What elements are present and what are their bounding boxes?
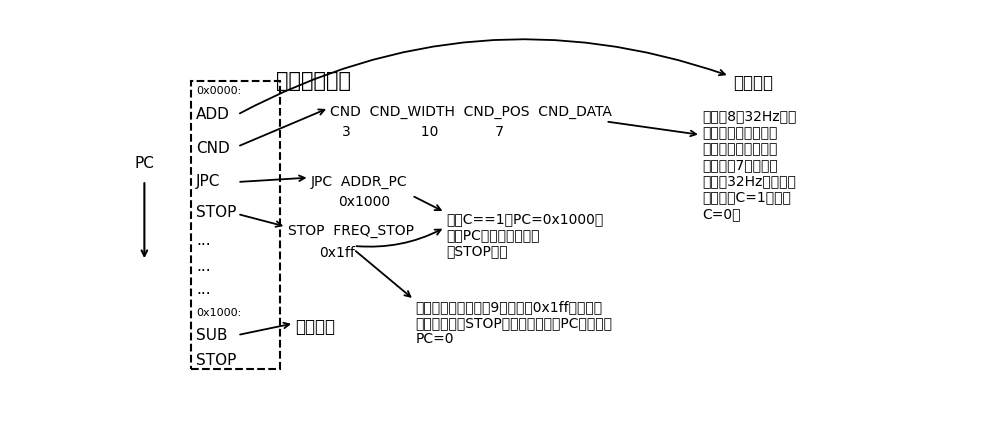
Text: 0x0000:: 0x0000:: [196, 86, 242, 96]
Text: CND: CND: [196, 141, 230, 156]
Text: 3                10             7: 3 10 7: [342, 125, 504, 139]
Text: 如果C==1，PC=0x1000；
否则PC执行下一条代码
即STOP指令: 如果C==1，PC=0x1000； 否则PC执行下一条代码 即STOP指令: [447, 212, 604, 259]
Text: 0x1000:: 0x1000:: [196, 308, 242, 318]
Text: SUB: SUB: [196, 328, 228, 343]
Text: 减法操作: 减法操作: [296, 318, 336, 336]
Text: STOP: STOP: [196, 353, 237, 368]
Text: 0x1000: 0x1000: [338, 195, 390, 209]
Text: 判断系统技术器的低9位是否为0x1ff，如果不
是则继续执行STOP，如果是则复位PC指令，即
PC=0: 判断系统技术器的低9位是否为0x1ff，如果不 是则继续执行STOP，如果是则复…: [416, 300, 613, 346]
Text: 0x1ff: 0x1ff: [319, 246, 355, 260]
Text: ...: ...: [196, 233, 211, 248]
Text: ...: ...: [196, 259, 211, 274]
Bar: [191, 81, 280, 369]
Text: 加法操作: 加法操作: [733, 74, 773, 92]
Text: JPC  ADDR_PC: JPC ADDR_PC: [311, 175, 408, 189]
Text: JPC: JPC: [196, 174, 221, 190]
Text: STOP: STOP: [196, 205, 237, 220]
Text: ADD: ADD: [196, 107, 230, 122]
Text: CND  CND_WIDTH  CND_POS  CND_DATA: CND CND_WIDTH CND_POS CND_DATA: [330, 104, 612, 118]
Text: ...: ...: [196, 282, 211, 297]
Text: 按照每8个32Hz为一
个大循环统计，判断
当前是否在每个大循
环中的第7个，即最
后一个32Hz运算步。
如果是，C=1；否则
C=0。: 按照每8个32Hz为一 个大循环统计，判断 当前是否在每个大循 环中的第7个，即…: [702, 110, 797, 221]
Text: STOP  FREQ_STOP: STOP FREQ_STOP: [288, 224, 414, 238]
Text: 程序指令序列: 程序指令序列: [276, 71, 351, 91]
Text: PC: PC: [134, 156, 154, 171]
